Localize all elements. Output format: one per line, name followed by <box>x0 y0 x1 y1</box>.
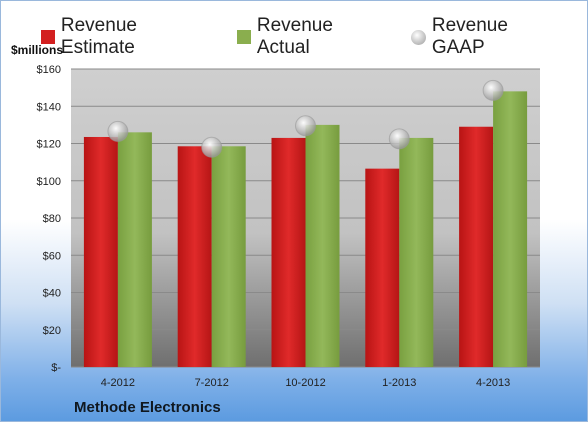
y-tick-label: $80 <box>43 213 61 225</box>
bar-revenue-estimate <box>271 137 306 367</box>
marker-revenue-gaap <box>107 120 129 142</box>
bar-revenue-estimate <box>83 136 118 367</box>
x-tick-label: 10-2012 <box>285 377 325 389</box>
bar-revenue-actual <box>493 91 528 367</box>
y-tick-label: $120 <box>37 139 61 151</box>
bar-revenue-estimate <box>177 146 212 367</box>
company-name: Methode Electronics <box>74 399 221 416</box>
bar-revenue-estimate <box>365 168 400 367</box>
x-tick-label: 4-2012 <box>101 377 135 389</box>
legend-item-estimate: Revenue Estimate <box>41 15 215 59</box>
bar-revenue-actual <box>305 124 340 367</box>
y-tick-label: $60 <box>43 250 61 262</box>
marker-revenue-gaap <box>201 136 223 158</box>
legend-swatch-gaap <box>410 29 426 45</box>
legend-swatch-actual <box>236 30 251 44</box>
legend-swatch-estimate <box>41 30 55 44</box>
y-tick-label: $- <box>51 362 61 374</box>
legend-label-gaap: Revenue GAAP <box>431 15 508 58</box>
bar-revenue-actual <box>117 132 152 367</box>
bar-revenue-actual <box>399 137 434 367</box>
x-tick-label: 1-2013 <box>382 377 416 389</box>
legend-label-actual: Revenue Actual <box>256 15 333 58</box>
x-tick-label: 7-2012 <box>195 377 229 389</box>
legend: Revenue Estimate Revenue Actual Revenue … <box>41 15 587 59</box>
y-tick-label: $40 <box>43 288 61 300</box>
y-tick-label: $20 <box>43 325 61 337</box>
y-tick-label: $140 <box>37 101 61 113</box>
bar-revenue-estimate <box>459 126 494 367</box>
legend-label-estimate: Revenue Estimate <box>60 15 137 58</box>
legend-item-gaap: Revenue GAAP <box>410 15 565 59</box>
y-tick-label: $100 <box>37 176 61 188</box>
marker-revenue-gaap <box>482 79 504 101</box>
y-axis-unit-label: $millions <box>11 43 64 57</box>
legend-item-actual: Revenue Actual <box>236 15 389 59</box>
x-tick-label: 4-2013 <box>476 377 510 389</box>
bar-revenue-actual <box>211 146 246 367</box>
marker-revenue-gaap <box>388 128 410 150</box>
y-tick-label: $160 <box>37 64 61 76</box>
marker-revenue-gaap <box>295 115 316 137</box>
